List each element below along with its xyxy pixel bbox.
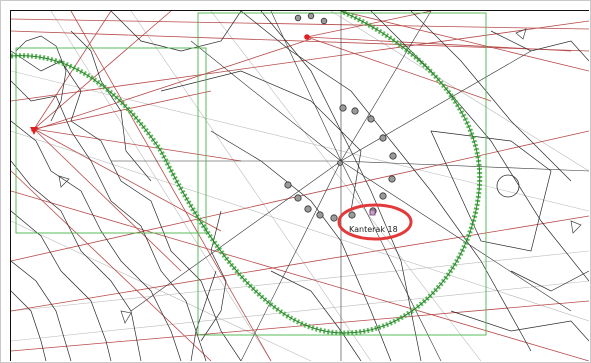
- circle-point-icon[interactable]: [351, 107, 359, 115]
- map-highlight-label: Kanterak 18: [349, 225, 398, 234]
- edge-arrows: [58, 28, 582, 324]
- survey-points[interactable]: [284, 12, 397, 222]
- circle-point-icon[interactable]: [316, 211, 324, 219]
- selection-ellipse-icon: [337, 203, 413, 241]
- station-markers[interactable]: [30, 34, 310, 135]
- circle-point-icon[interactable]: [284, 181, 292, 189]
- circle-point-icon[interactable]: [304, 205, 312, 213]
- road-lines: [11, 11, 589, 361]
- circle-point-icon[interactable]: [339, 104, 347, 112]
- circle-point-icon[interactable]: [367, 115, 375, 123]
- circle-point-icon[interactable]: [379, 192, 387, 200]
- circular-boundary: [11, 11, 483, 336]
- circle-point-icon[interactable]: [379, 134, 387, 142]
- circle-point-icon[interactable]: [330, 214, 338, 222]
- circle-point-icon[interactable]: [388, 175, 396, 183]
- circle-point-icon[interactable]: [337, 160, 343, 166]
- parcel-boundaries: [15, 12, 487, 336]
- radial-lines: [111, 11, 589, 361]
- circle-point-icon[interactable]: [294, 14, 302, 22]
- red-station-icon[interactable]: [304, 34, 310, 40]
- red-station-icon[interactable]: [30, 127, 38, 135]
- circle-point-icon[interactable]: [307, 12, 315, 20]
- circle-point-icon[interactable]: [294, 194, 302, 202]
- circle-point-icon[interactable]: [389, 152, 397, 160]
- map-drawing[interactable]: [11, 11, 589, 361]
- selected-point-icon[interactable]: [369, 209, 376, 216]
- feature-circle: [496, 174, 520, 198]
- circle-point-icon[interactable]: [348, 211, 356, 219]
- circle-point-icon[interactable]: [320, 17, 328, 25]
- map-canvas[interactable]: Kanterak 18: [10, 10, 589, 361]
